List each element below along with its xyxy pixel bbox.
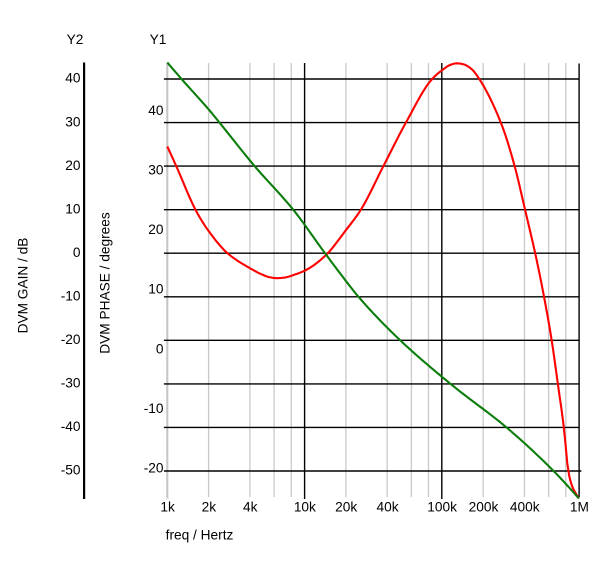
svg-text:4k: 4k [243,500,258,515]
svg-text:-50: -50 [61,463,81,478]
svg-text:10: 10 [65,201,81,216]
svg-text:2k: 2k [202,500,217,515]
svg-text:10k: 10k [294,500,316,515]
svg-text:200k: 200k [469,500,499,515]
svg-text:freq / Hertz: freq / Hertz [166,528,234,543]
svg-text:0: 0 [73,245,81,260]
svg-text:Y2: Y2 [67,32,84,47]
svg-text:20k: 20k [335,500,357,515]
svg-text:30: 30 [148,162,164,177]
svg-text:-30: -30 [61,376,81,391]
svg-text:10: 10 [148,282,164,297]
svg-text:DVM PHASE / degrees: DVM PHASE / degrees [98,212,113,354]
svg-text:30: 30 [65,114,81,129]
svg-text:-40: -40 [61,419,81,434]
svg-text:0: 0 [156,341,164,356]
svg-text:40k: 40k [376,500,398,515]
svg-text:-10: -10 [61,288,81,303]
svg-text:-10: -10 [144,401,164,416]
svg-text:20: 20 [65,158,81,173]
svg-text:Y1: Y1 [150,32,167,47]
svg-text:-20: -20 [144,461,164,476]
svg-text:400k: 400k [510,500,540,515]
svg-text:40: 40 [148,103,164,118]
svg-text:DVM GAIN / dB: DVM GAIN / dB [16,238,31,334]
svg-text:1M: 1M [570,500,589,515]
svg-text:20: 20 [148,222,164,237]
svg-text:1k: 1k [160,500,175,515]
svg-text:40: 40 [65,71,81,86]
svg-text:-20: -20 [61,332,81,347]
svg-text:100k: 100k [427,500,457,515]
